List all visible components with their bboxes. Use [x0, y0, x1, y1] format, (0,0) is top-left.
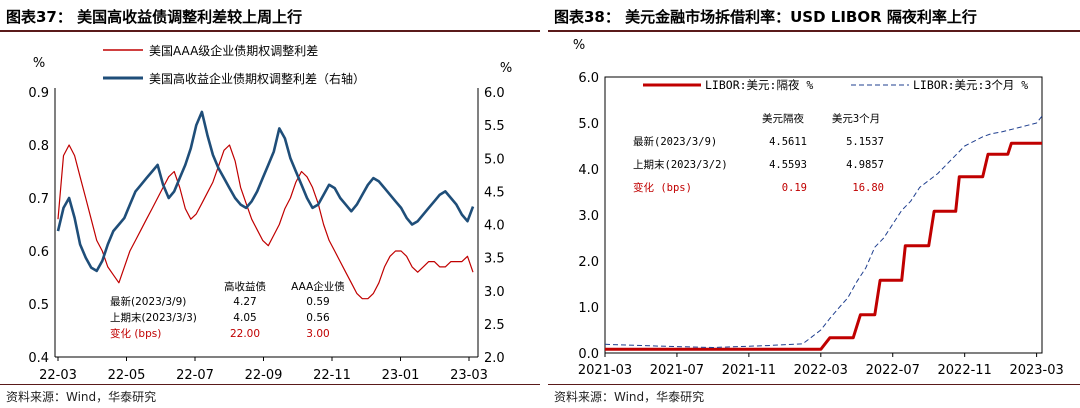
high-yield-spread-line [56, 110, 475, 273]
libor-overnight-line [605, 141, 1042, 351]
table-row-label: 上期末(2023/3/2) [633, 158, 728, 171]
x-tick-label: 22-07 [176, 368, 214, 383]
x-tick-label: 2021-03 [578, 363, 632, 378]
left-bottom-divider [0, 384, 540, 385]
table-cell: 4.5611 [769, 136, 807, 148]
right-y-tick-label: 6.0 [484, 86, 505, 101]
left-y-tick-label: 0.9 [28, 86, 49, 101]
x-tick-label: 23-01 [382, 368, 420, 383]
table-cell: 4.05 [233, 312, 256, 324]
left-y-tick-label: 0.4 [28, 351, 49, 366]
x-tick-label: 22-11 [313, 368, 351, 383]
x-tick-label: 2022-03 [794, 363, 848, 378]
left-y-tick-label: 0.6 [28, 245, 49, 260]
left-y-tick-label: 0.7 [28, 192, 49, 207]
legend-label: 美国高收益企业债期权调整利差（右轴） [149, 71, 365, 86]
x-tick-label: 22-05 [108, 368, 146, 383]
y-tick-label: 2.0 [578, 255, 599, 270]
left-y-unit: % [33, 56, 45, 71]
x-tick-label: 2021-11 [722, 363, 776, 378]
table-cell: 16.80 [852, 182, 884, 194]
legend-label: LIBOR:美元:3个月 % [913, 78, 1028, 92]
legend-label: LIBOR:美元:隔夜 % [705, 78, 813, 92]
table-cell: 4.5593 [769, 159, 807, 171]
y-tick-label: 3.0 [578, 209, 599, 224]
table-row-label: 最新(2023/3/9) [633, 135, 717, 148]
table-cell: 0.56 [306, 312, 330, 324]
right-y-tick-label: 3.0 [484, 285, 505, 300]
table-row-label: 上期末(2023/3/3) [110, 311, 197, 324]
table-row-label: 变化 (bps) [110, 327, 161, 340]
table-header: 美元3个月 [832, 112, 880, 125]
table-row-label: 变化 (bps) [633, 181, 692, 194]
table-cell: 4.9857 [846, 159, 884, 171]
left-panel: 图表37： 美国高收益债调整利差较上周上行 %% 0.4 0.5 0.6 0.7 0.8 0… [0, 8, 540, 404]
y-tick-label: 5.0 [578, 117, 599, 132]
table-cell: 3.00 [306, 328, 329, 340]
left-chart: % % 0.4 0.5 0.6 0.7 0.8 0.9 2.0 2.5 3.0 3.5 4.0 4.5 5.… [28, 43, 512, 383]
y-tick-label: 4.0 [578, 163, 599, 178]
left-y-tick-label: 0.8 [28, 139, 49, 154]
left-chart-title: 图表37： 美国高收益债调整利差较上周上行 [6, 8, 303, 26]
right-y-unit: % [500, 61, 512, 76]
table-cell: 0.59 [306, 296, 329, 308]
right-source: 资料来源：Wind，华泰研究 [554, 390, 705, 404]
legend-label: 美国AAA级企业债期权调整利差 [149, 43, 318, 58]
x-tick-label: 2023-03 [1009, 363, 1063, 378]
right-chart-title: 图表38： 美元金融市场拆借利率：USD LIBOR 隔夜利率上行 [554, 8, 977, 26]
right-y-tick-label: 5.0 [484, 152, 505, 167]
right-chart: % 0.0 1.0 2.0 3.0 4.0 5.0 6.0 2021-03 2021-07 2021… [573, 38, 1064, 378]
right-y-tick-label: 4.0 [484, 219, 505, 234]
right-y-tick-label: 4.5 [484, 185, 505, 200]
right-title-divider [548, 30, 1080, 32]
left-source: 资料来源：Wind，华泰研究 [6, 390, 157, 404]
y-unit: % [573, 38, 585, 53]
left-y-tick-label: 0.5 [28, 298, 49, 313]
y-tick-label: 0.0 [578, 347, 599, 362]
table-cell: 22.00 [230, 328, 260, 340]
plot-frame [604, 76, 1043, 354]
right-y-tick-label: 3.5 [484, 252, 505, 267]
table-row-label: 最新(2023/3/9) [110, 295, 186, 308]
x-tick-label: 2022-07 [866, 363, 920, 378]
aaa-spread-line [57, 144, 474, 300]
table-header: AAA企业债 [291, 280, 345, 293]
right-y-tick-label: 2.0 [484, 351, 505, 366]
x-tick-label: 22-09 [245, 368, 283, 383]
table-cell: 0.19 [782, 182, 807, 194]
x-tick-label: 2021-07 [650, 363, 704, 378]
x-tick-label: 22-03 [39, 368, 77, 383]
table-header: 美元隔夜 [762, 112, 804, 125]
y-tick-label: 6.0 [578, 71, 599, 86]
y-tick-label: 1.0 [578, 301, 599, 316]
right-y-tick-label: 2.5 [484, 318, 505, 333]
right-panel: 图表38： 美元金融市场拆借利率：USD LIBOR 隔夜利率上行 % 0.0 1.… [548, 0, 1080, 408]
x-tick-label: 2022-11 [938, 363, 992, 378]
table-header: 高收益债 [224, 280, 266, 293]
x-tick-label: 23-03 [450, 368, 488, 383]
right-bottom-divider [548, 384, 1080, 385]
table-cell: 4.27 [233, 296, 256, 308]
libor-3m-line [604, 115, 1043, 348]
right-y-tick-label: 5.5 [484, 119, 505, 134]
table-cell: 5.1537 [846, 136, 884, 148]
left-title-divider [0, 30, 540, 32]
